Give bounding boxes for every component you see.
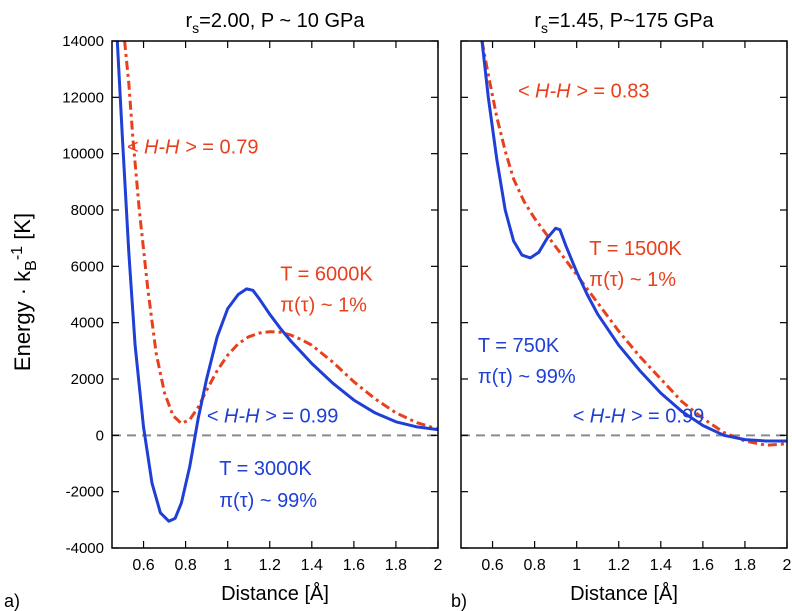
series-line-red — [480, 41, 787, 447]
x-tick-label: 1 — [223, 557, 232, 574]
y-tick-label: 0 — [96, 427, 104, 444]
y-tick-label: 10000 — [62, 146, 104, 163]
chart-title-subscript: s — [192, 20, 199, 36]
y-tick-label: -2000 — [66, 484, 104, 501]
panel-label: b) — [451, 591, 467, 611]
y-tick-label: 14000 — [62, 33, 104, 50]
chart-title: rs=2.00, P ~ 10 GPa — [186, 10, 366, 36]
x-axis-label: Distance [Å] — [570, 582, 678, 605]
x-axis-label: Distance [Å] — [221, 582, 329, 605]
y-tick-label: -4000 — [66, 540, 104, 557]
x-tick-label: 1.2 — [608, 557, 630, 574]
y-axis-label: Energy · kB-1 [K] — [9, 213, 40, 371]
x-tick-label: 2 — [434, 557, 443, 574]
annotation: < H-H > = 0.99 — [207, 406, 339, 428]
chart-title-subscript: s — [541, 20, 548, 36]
y-tick-label: 12000 — [62, 89, 104, 106]
annotation: T = 6000K — [280, 263, 373, 285]
annotation-part: < H-H > — [518, 80, 588, 102]
panel-a: rs=2.00, P ~ 10 GPa 0.6 0.8 1 1.2 1.4 1.6 1.8 2 -… — [4, 10, 443, 611]
annotation-part: = 0.83 — [588, 80, 650, 102]
x-tick-label: 0.8 — [523, 557, 545, 574]
annotation: < H-H > = 0.83 — [518, 80, 650, 102]
annotation-part: = 0.99 — [277, 406, 339, 428]
y-axis-label-sub: B — [23, 260, 40, 271]
annotation: π(τ) ~ 99% — [219, 490, 317, 512]
annotation: π(τ) ~ 1% — [589, 269, 676, 291]
annotation: T = 1500K — [589, 238, 682, 260]
annotation: < H-H > = 0.99 — [572, 406, 704, 428]
x-tick-label: 1.4 — [650, 557, 672, 574]
annotation: π(τ) ~ 99% — [478, 366, 576, 388]
y-axis-label-energy: Energy · k — [10, 270, 35, 371]
y-tick-label: 2000 — [71, 371, 104, 388]
y-axis-label-sup: -1 — [9, 246, 26, 260]
y-tick-label: 4000 — [71, 315, 104, 332]
chart-title: rs=1.45, P~175 GPa — [534, 10, 714, 36]
annotation-part: < H-H > — [207, 406, 277, 428]
annotation: T = 750K — [478, 335, 560, 357]
x-tick-label: 1.6 — [343, 557, 365, 574]
chart-title-r: r — [186, 10, 193, 32]
plot-frame — [111, 40, 439, 549]
plot-frame — [460, 40, 788, 549]
series-line-blue — [115, 41, 438, 523]
annotation-part: = 0.99 — [643, 406, 705, 428]
chart-title-rest: =1.45, P~175 GPa — [548, 10, 715, 32]
annotation-part: = 0.79 — [197, 137, 259, 159]
annotation-part: < H-H > — [572, 406, 642, 428]
x-tick-label: 1.2 — [259, 557, 281, 574]
x-tick-label: 0.8 — [174, 557, 196, 574]
y-tick-label: 8000 — [71, 202, 104, 219]
panel-b: rs=1.45, P~175 GPa 0.6 0.8 1 1.2 1.4 1.6 1.8 2 Di… — [451, 10, 792, 611]
chart-title-r: r — [534, 10, 541, 32]
y-tick-label: 6000 — [71, 258, 104, 275]
panel-label: a) — [4, 591, 20, 611]
series-line-red — [123, 41, 438, 431]
annotation-part: < H-H > — [127, 137, 197, 159]
x-tick-label: 1.8 — [385, 557, 407, 574]
annotation: T = 3000K — [219, 458, 312, 480]
x-tick-label: 1.6 — [692, 557, 714, 574]
x-tick-label: 0.6 — [481, 557, 503, 574]
x-tick-label: 1.8 — [734, 557, 756, 574]
series-line-blue — [480, 41, 787, 443]
x-tick-label: 1 — [572, 557, 581, 574]
annotation: < H-H > = 0.79 — [127, 137, 259, 159]
x-tick-label: 2 — [783, 557, 792, 574]
y-axis-label-unit: [K] — [10, 213, 35, 246]
chart-title-rest: =2.00, P ~ 10 GPa — [199, 10, 365, 32]
annotation: π(τ) ~ 1% — [280, 294, 367, 316]
x-tick-label: 0.6 — [132, 557, 154, 574]
x-tick-label: 1.4 — [301, 557, 323, 574]
